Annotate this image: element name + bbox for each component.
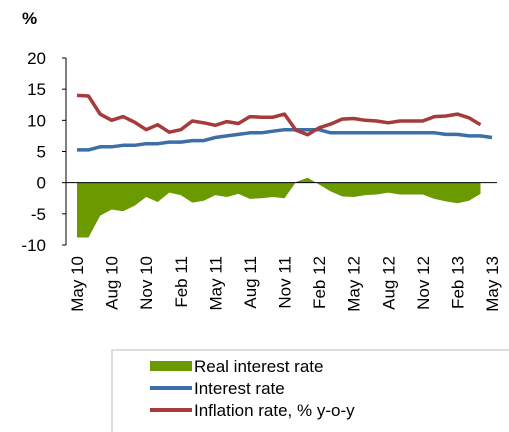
x-tick-label: May 11 (206, 256, 225, 311)
legend-label: Real interest rate (194, 357, 323, 376)
x-tick-label: Feb 13 (448, 256, 467, 309)
x-tick-label: Feb 12 (310, 256, 329, 309)
legend-swatch (150, 361, 192, 371)
y-tick-label: 15 (27, 80, 46, 99)
y-tick-label: -5 (31, 205, 46, 224)
x-tick-label: Nov 12 (414, 256, 433, 310)
x-tick-label: Aug 11 (241, 256, 260, 309)
y-tick-label: -10 (21, 236, 46, 255)
x-tick-label: May 12 (345, 256, 364, 312)
x-tick-label: Nov 10 (137, 256, 156, 310)
x-tick-label: Feb 11 (172, 256, 191, 308)
y-axis-label: % (22, 9, 37, 28)
x-tick-label: Aug 10 (103, 256, 122, 310)
y-tick-label: 5 (37, 143, 46, 162)
y-tick-label: 10 (27, 111, 46, 130)
line (76, 93, 482, 137)
y-tick-label: 20 (27, 49, 46, 68)
x-tick-label: Nov 11 (276, 256, 295, 309)
y-tick-label: 0 (37, 174, 46, 193)
x-tick-label: May 10 (68, 256, 87, 312)
line (77, 127, 493, 152)
legend-label: Interest rate (194, 379, 285, 398)
x-tick-label: May 13 (483, 256, 502, 312)
legend-label: Inflation rate, % y-o-y (194, 401, 355, 420)
area (77, 177, 481, 238)
x-tick-label: Aug 12 (379, 256, 398, 310)
